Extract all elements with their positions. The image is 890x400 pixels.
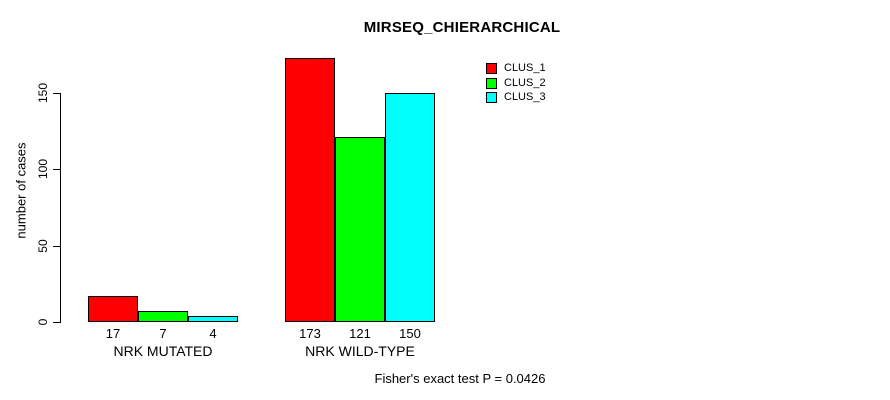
legend-label: CLUS_3: [504, 91, 546, 103]
legend-item-clus_1: CLUS_1: [486, 63, 546, 74]
bar-clus_3: [385, 93, 435, 322]
y-axis-tick-label: 50: [36, 239, 50, 253]
y-axis-tick-label: 150: [36, 82, 50, 104]
y-axis-tick: [53, 322, 60, 323]
chart-title: MIRSEQ_CHIERARCHICAL: [363, 19, 561, 36]
bar-clus_3: [188, 316, 238, 322]
y-axis-tick-label: 0: [36, 318, 50, 326]
bar-value-label: 17: [105, 326, 121, 341]
annotation-text: Fisher's exact test P = 0.0426: [374, 371, 546, 386]
y-axis-tick: [53, 169, 60, 170]
legend-item-clus_3: CLUS_3: [486, 92, 546, 103]
x-axis-category-label: NRK WILD-TYPE: [305, 343, 415, 359]
bar-clus_2: [335, 137, 385, 322]
bar-clus_2: [138, 311, 188, 322]
y-axis-tick: [53, 93, 60, 94]
legend-label: CLUS_2: [504, 76, 546, 89]
legend: CLUS_1 CLUS_2 CLUS_3: [486, 63, 546, 103]
y-axis-tick-label: 100: [36, 158, 50, 180]
bar-clus_1: [88, 296, 138, 322]
legend-swatch-icon: [486, 63, 497, 74]
bar-value-label: 173: [299, 326, 321, 341]
bar-value-label: 7: [159, 326, 167, 341]
x-axis-category-label: NRK MUTATED: [113, 343, 213, 359]
legend-swatch-icon: [486, 77, 497, 89]
bar-value-label: 4: [209, 326, 217, 341]
legend-item-clus_2: CLUS_2: [486, 76, 546, 89]
y-axis-line: [60, 93, 61, 323]
legend-swatch-icon: [486, 92, 497, 103]
y-axis-label: number of cases: [13, 142, 29, 239]
bar-value-label: 150: [399, 326, 421, 341]
bar-value-label: 121: [349, 326, 371, 341]
y-axis-tick: [53, 246, 60, 247]
bar-clus_1: [285, 58, 335, 322]
legend-label: CLUS_1: [504, 62, 546, 74]
